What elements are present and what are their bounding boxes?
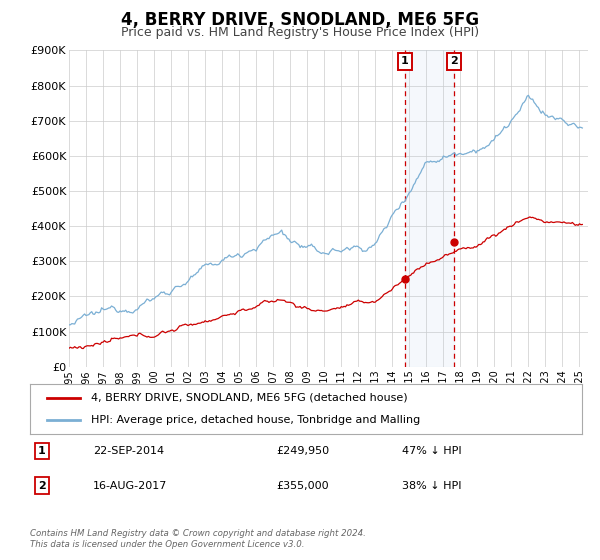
Text: 4, BERRY DRIVE, SNODLAND, ME6 5FG: 4, BERRY DRIVE, SNODLAND, ME6 5FG: [121, 11, 479, 29]
Text: 1: 1: [38, 446, 46, 456]
Text: 47% ↓ HPI: 47% ↓ HPI: [402, 446, 461, 456]
Text: 4, BERRY DRIVE, SNODLAND, ME6 5FG (detached house): 4, BERRY DRIVE, SNODLAND, ME6 5FG (detac…: [91, 393, 407, 403]
Text: 16-AUG-2017: 16-AUG-2017: [93, 480, 167, 491]
Bar: [405, 50, 454, 367]
Text: Contains HM Land Registry data © Crown copyright and database right 2024.
This d: Contains HM Land Registry data © Crown c…: [30, 529, 366, 549]
Text: Price paid vs. HM Land Registry's House Price Index (HPI): Price paid vs. HM Land Registry's House …: [121, 26, 479, 39]
Text: £249,950: £249,950: [276, 446, 329, 456]
Text: 2: 2: [450, 57, 458, 67]
Text: 1: 1: [401, 57, 409, 67]
Text: 2: 2: [38, 480, 46, 491]
Text: 38% ↓ HPI: 38% ↓ HPI: [402, 480, 461, 491]
Text: HPI: Average price, detached house, Tonbridge and Malling: HPI: Average price, detached house, Tonb…: [91, 415, 420, 425]
Text: 22-SEP-2014: 22-SEP-2014: [93, 446, 164, 456]
Text: £355,000: £355,000: [276, 480, 329, 491]
